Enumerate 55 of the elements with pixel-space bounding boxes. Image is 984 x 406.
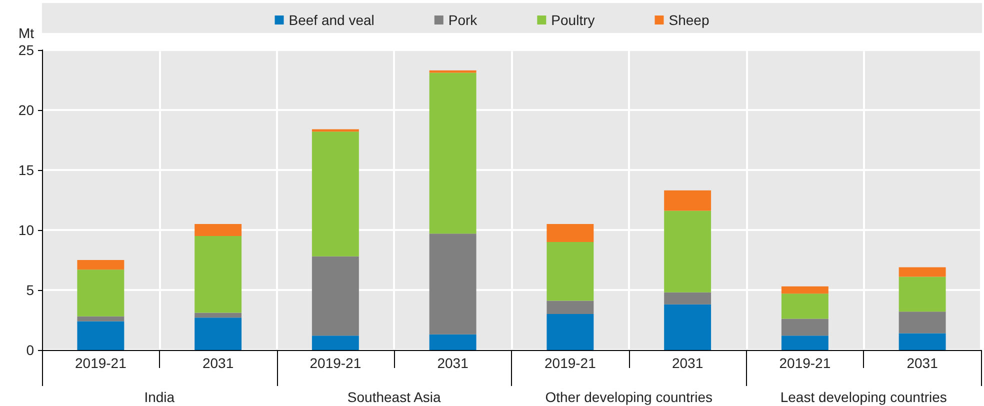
y-tick-label: 25: [18, 42, 34, 58]
y-tick-label: 15: [18, 162, 34, 178]
text: Southeast Asia: [347, 389, 442, 405]
x-tick-label: 2019-21: [544, 355, 596, 371]
bar: [781, 294, 828, 319]
bar: [546, 242, 594, 301]
bar: [429, 72, 476, 234]
bar: [429, 70, 476, 73]
bar: [546, 224, 594, 242]
x-tick-label: 2031: [906, 355, 938, 371]
bar: [312, 336, 359, 350]
x-tick-label: 2031: [437, 355, 469, 371]
x-tick-label: 2019-21: [779, 355, 831, 371]
bar: [429, 234, 476, 334]
bar: [546, 300, 594, 314]
bar: [898, 276, 946, 312]
bar: [77, 270, 124, 316]
bar: [312, 129, 359, 132]
y-tick-label: 20: [18, 102, 34, 118]
bar: [898, 312, 946, 334]
bar: [194, 312, 242, 318]
x-tick-label: 2031: [202, 355, 234, 371]
text: Least developing countries: [780, 389, 947, 405]
bar: [194, 224, 242, 236]
bar: [546, 314, 594, 350]
y-tick-label: 10: [18, 222, 34, 238]
y-tick-label: 0: [26, 342, 34, 358]
bar: [312, 256, 359, 336]
legend-label: Pork: [448, 12, 478, 28]
y-axis-title: Mt: [18, 25, 34, 41]
bar: [898, 267, 946, 277]
bar: [898, 333, 946, 350]
bar: [194, 318, 242, 350]
x-tick-label: 2019-21: [74, 355, 127, 371]
x-tick-label: 2031: [672, 355, 704, 371]
bar: [429, 334, 476, 350]
legend-label: Beef and veal: [288, 12, 374, 28]
bar: [781, 286, 828, 294]
bar: [781, 336, 828, 350]
bar: [77, 321, 124, 350]
text: Other developing countries: [545, 389, 713, 405]
text: India: [144, 389, 175, 405]
y-tick-label: 5: [26, 282, 34, 298]
bar: [664, 304, 712, 350]
bar: [312, 132, 359, 256]
bar: [664, 292, 712, 304]
bar: [664, 210, 712, 292]
bar: [781, 318, 828, 336]
bar: [77, 260, 124, 270]
bar: [664, 190, 712, 211]
legend-label: Sheep: [668, 12, 710, 28]
x-tick-label: 2019-21: [310, 355, 362, 371]
bar: [77, 316, 124, 322]
bar: [194, 236, 242, 313]
legend-label: Poultry: [551, 12, 595, 28]
